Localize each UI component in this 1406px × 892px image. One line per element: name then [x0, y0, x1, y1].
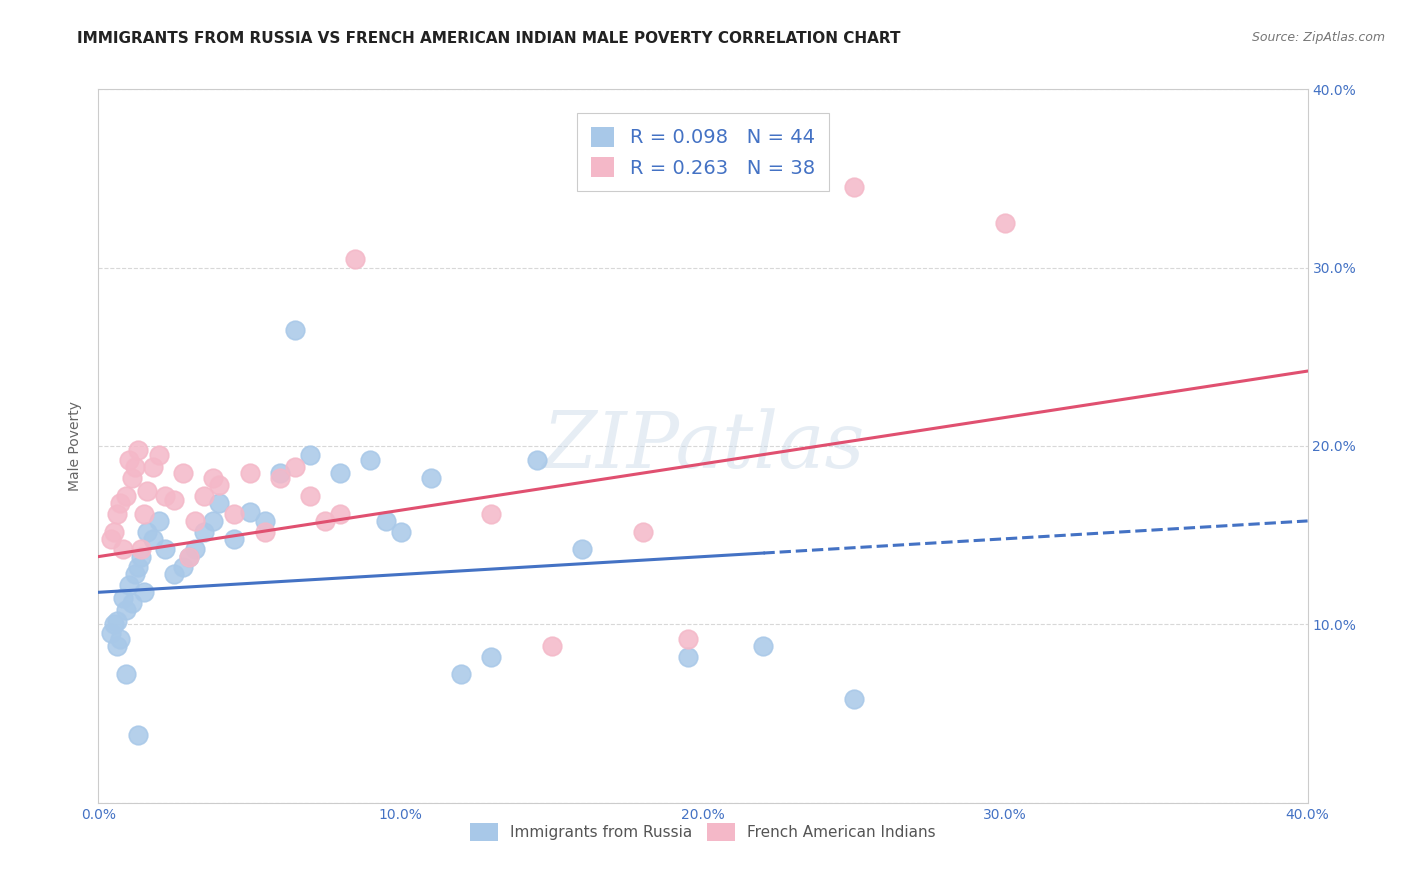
Text: ZIPatlas: ZIPatlas — [541, 408, 865, 484]
Point — [108, 496, 131, 510]
Point — [105, 507, 128, 521]
Point — [118, 453, 141, 467]
Point — [526, 453, 548, 467]
Point — [269, 471, 291, 485]
Point — [299, 489, 322, 503]
Point — [124, 567, 146, 582]
Point — [111, 542, 134, 557]
Point — [132, 585, 155, 599]
Point — [121, 596, 143, 610]
Point — [994, 216, 1017, 230]
Point — [142, 532, 165, 546]
Point — [163, 492, 186, 507]
Point — [844, 692, 866, 706]
Point — [676, 632, 699, 646]
Point — [100, 626, 122, 640]
Point — [114, 667, 136, 681]
Point — [239, 505, 262, 519]
Point — [114, 603, 136, 617]
Point — [172, 560, 194, 574]
Point — [148, 514, 170, 528]
Point — [208, 478, 231, 492]
Point — [481, 649, 503, 664]
Point — [121, 471, 143, 485]
Point — [224, 507, 246, 521]
Point — [163, 567, 186, 582]
Point — [135, 483, 157, 498]
Point — [202, 514, 225, 528]
Point — [184, 542, 207, 557]
Text: Source: ZipAtlas.com: Source: ZipAtlas.com — [1251, 31, 1385, 45]
Text: IMMIGRANTS FROM RUSSIA VS FRENCH AMERICAN INDIAN MALE POVERTY CORRELATION CHART: IMMIGRANTS FROM RUSSIA VS FRENCH AMERICA… — [77, 31, 901, 46]
Point — [224, 532, 246, 546]
Point — [142, 460, 165, 475]
Point — [127, 728, 149, 742]
Point — [344, 252, 367, 266]
Point — [752, 639, 775, 653]
Point — [481, 507, 503, 521]
Point — [105, 639, 128, 653]
Y-axis label: Male Poverty: Male Poverty — [69, 401, 83, 491]
Point — [179, 549, 201, 564]
Point — [153, 489, 176, 503]
Point — [132, 507, 155, 521]
Point — [129, 549, 152, 564]
Point — [253, 524, 276, 539]
Point — [571, 542, 593, 557]
Point — [184, 514, 207, 528]
Point — [193, 524, 215, 539]
Point — [179, 549, 201, 564]
Point — [631, 524, 654, 539]
Point — [299, 448, 322, 462]
Point — [253, 514, 276, 528]
Point — [844, 180, 866, 194]
Point — [103, 524, 125, 539]
Point — [239, 466, 262, 480]
Point — [111, 591, 134, 605]
Point — [284, 460, 307, 475]
Point — [103, 617, 125, 632]
Point — [153, 542, 176, 557]
Point — [135, 524, 157, 539]
Point — [284, 323, 307, 337]
Point — [360, 453, 382, 467]
Point — [172, 466, 194, 480]
Point — [129, 542, 152, 557]
Point — [389, 524, 412, 539]
Point — [208, 496, 231, 510]
Point — [374, 514, 396, 528]
Point — [124, 460, 146, 475]
Point — [540, 639, 562, 653]
Point — [100, 532, 122, 546]
Point — [202, 471, 225, 485]
Point — [127, 560, 149, 574]
Point — [105, 614, 128, 628]
Point — [148, 448, 170, 462]
Point — [269, 466, 291, 480]
Point — [114, 489, 136, 503]
Point — [420, 471, 443, 485]
Point — [329, 466, 352, 480]
Point — [450, 667, 472, 681]
Point — [193, 489, 215, 503]
Point — [676, 649, 699, 664]
Point — [108, 632, 131, 646]
Point — [118, 578, 141, 592]
Point — [329, 507, 352, 521]
Point — [127, 442, 149, 457]
Legend: Immigrants from Russia, French American Indians: Immigrants from Russia, French American … — [463, 816, 943, 848]
Point — [314, 514, 336, 528]
